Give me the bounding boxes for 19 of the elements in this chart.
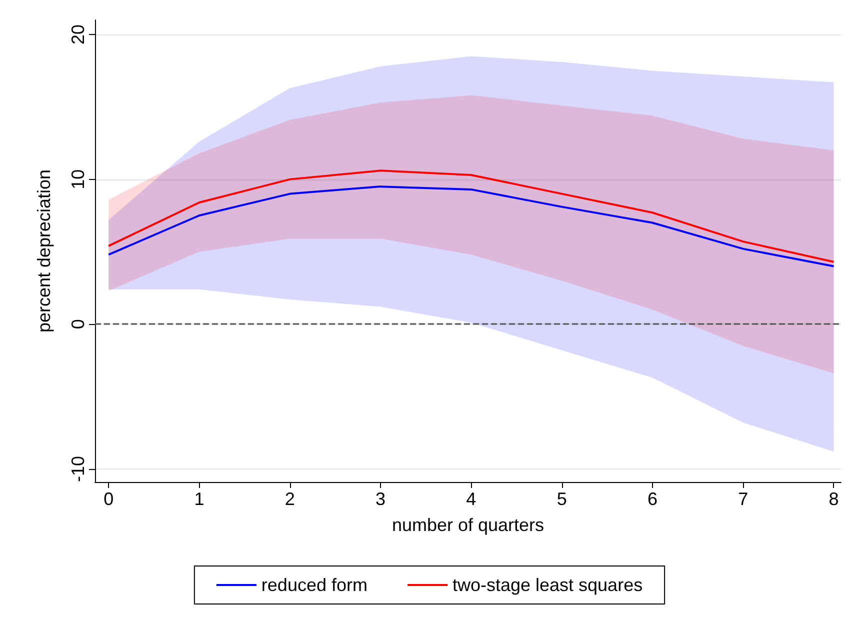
- y-axis-title: percent depreciation: [34, 169, 54, 333]
- x-axis-title: number of quarters: [392, 515, 544, 535]
- y-tick-label: -10: [68, 456, 88, 482]
- x-tick-label: 0: [104, 489, 114, 509]
- x-tick-label: 8: [828, 489, 839, 509]
- legend-label: two-stage least squares: [452, 575, 643, 595]
- line-series: [108, 170, 835, 263]
- y-tick-label: 20: [68, 24, 88, 44]
- y-tick-label: 10: [68, 169, 88, 190]
- legend-label: reduced form: [261, 575, 368, 595]
- x-tick-label: 4: [466, 489, 476, 509]
- x-tick-label: 3: [376, 489, 386, 509]
- x-tick-label: 2: [284, 489, 295, 509]
- y-tick-label: 0: [68, 319, 88, 330]
- x-tick-label: 5: [556, 489, 567, 509]
- x-tick-label: 1: [194, 489, 204, 509]
- x-tick-label: 7: [738, 489, 748, 509]
- line-series: [108, 186, 835, 268]
- x-tick-label: 6: [647, 489, 658, 509]
